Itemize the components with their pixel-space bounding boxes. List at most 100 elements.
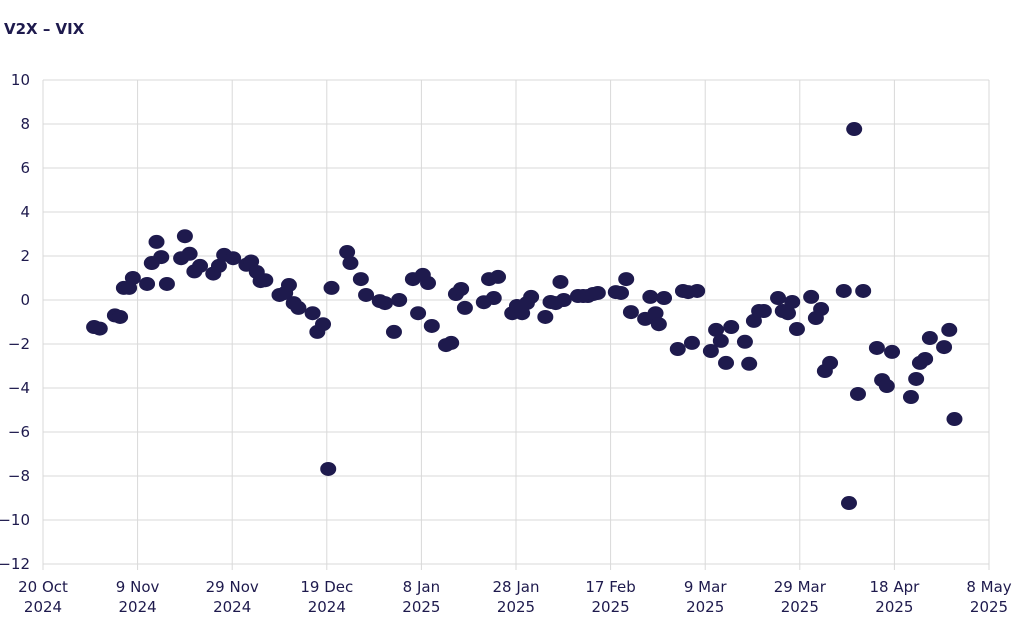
data-point [456,300,473,315]
data-point [410,306,427,321]
x-tick-label-year: 2025 [592,598,630,616]
data-point [656,291,673,306]
data-point [683,335,700,350]
x-tick-label: 20 Oct [18,578,68,596]
data-point [779,306,796,321]
data-point [788,322,805,337]
x-tick-label: 29 Nov [206,578,259,596]
x-tick-label-year: 2024 [213,598,251,616]
data-point [884,344,901,359]
data-point [339,245,356,260]
data-point [315,317,332,332]
data-point [647,306,664,321]
data-point [878,379,895,394]
x-tick-label: 9 Mar [684,578,727,596]
x-tick-label: 18 Apr [869,578,920,596]
data-point [902,390,919,405]
data-point [453,282,470,296]
y-tick-label: −10 [0,511,30,529]
data-point [385,324,402,339]
x-tick-label: 9 Nov [116,578,160,596]
data-point [443,335,460,350]
x-tick-label: 19 Dec [300,578,353,596]
data-point [784,294,801,309]
x-tick-label-year: 2025 [781,598,819,616]
data-point [181,246,198,261]
data-point [225,251,242,266]
data-point [917,351,934,366]
data-point [552,274,569,289]
data-point [946,412,963,427]
data-point [741,356,758,371]
y-tick-label: −8 [8,467,30,485]
x-tick-label-year: 2024 [24,598,62,616]
data-point [622,305,639,320]
data-point [192,258,209,273]
x-tick-label: 17 Feb [585,578,635,596]
data-point [822,355,839,370]
data-point [323,280,340,295]
data-point [736,334,753,349]
data-point [342,256,359,271]
y-tick-label: 10 [11,71,30,89]
data-point [153,250,170,265]
y-tick-label: −6 [8,423,30,441]
data-point [537,309,554,324]
y-tick-label: 0 [20,291,30,309]
data-point [689,283,706,298]
data-point [257,273,274,288]
data-point [391,293,408,307]
data-point [158,276,175,291]
x-tick-label: 29 Mar [774,578,827,596]
data-point [642,289,659,304]
x-tick-label: 28 Jan [493,578,540,596]
chart-title: V2X – VIX [4,20,85,38]
data-point [91,321,108,336]
data-point [718,355,735,370]
data-point [290,300,307,315]
data-point [755,304,772,318]
data-point [936,340,953,355]
data-point [835,283,852,298]
y-tick-label: −2 [8,335,30,353]
data-point [358,287,375,302]
data-point [243,254,260,269]
data-point [613,285,630,300]
data-point [650,317,667,332]
y-tick-label: 2 [20,247,30,265]
data-point [669,342,686,357]
data-point [702,344,719,359]
x-tick-label-year: 2025 [497,598,535,616]
data-point [320,461,337,476]
x-tick-label-year: 2024 [308,598,346,616]
data-point [868,340,885,355]
y-tick-label: 4 [20,203,30,221]
data-point [589,285,606,300]
data-point [555,293,572,307]
x-tick-label-year: 2025 [402,598,440,616]
data-point [280,278,297,293]
x-tick-label-year: 2025 [970,598,1008,616]
data-point [846,122,863,137]
data-point [723,320,740,335]
data-point [941,322,958,337]
data-point [921,331,938,346]
data-point [490,269,507,284]
data-point [855,283,872,298]
data-point [908,371,925,386]
data-point [352,272,369,287]
data-point [849,386,866,401]
x-tick-label: 8 Jan [403,578,440,596]
data-point [708,322,725,337]
data-point [210,258,227,273]
data-point [423,318,440,333]
x-tick-label-year: 2025 [686,598,724,616]
data-point [840,496,857,511]
data-point [124,271,141,285]
data-point [112,309,129,324]
y-tick-label: 8 [20,115,30,133]
data-point [618,272,635,287]
y-tick-label: −4 [8,379,30,397]
data-point [813,302,830,317]
